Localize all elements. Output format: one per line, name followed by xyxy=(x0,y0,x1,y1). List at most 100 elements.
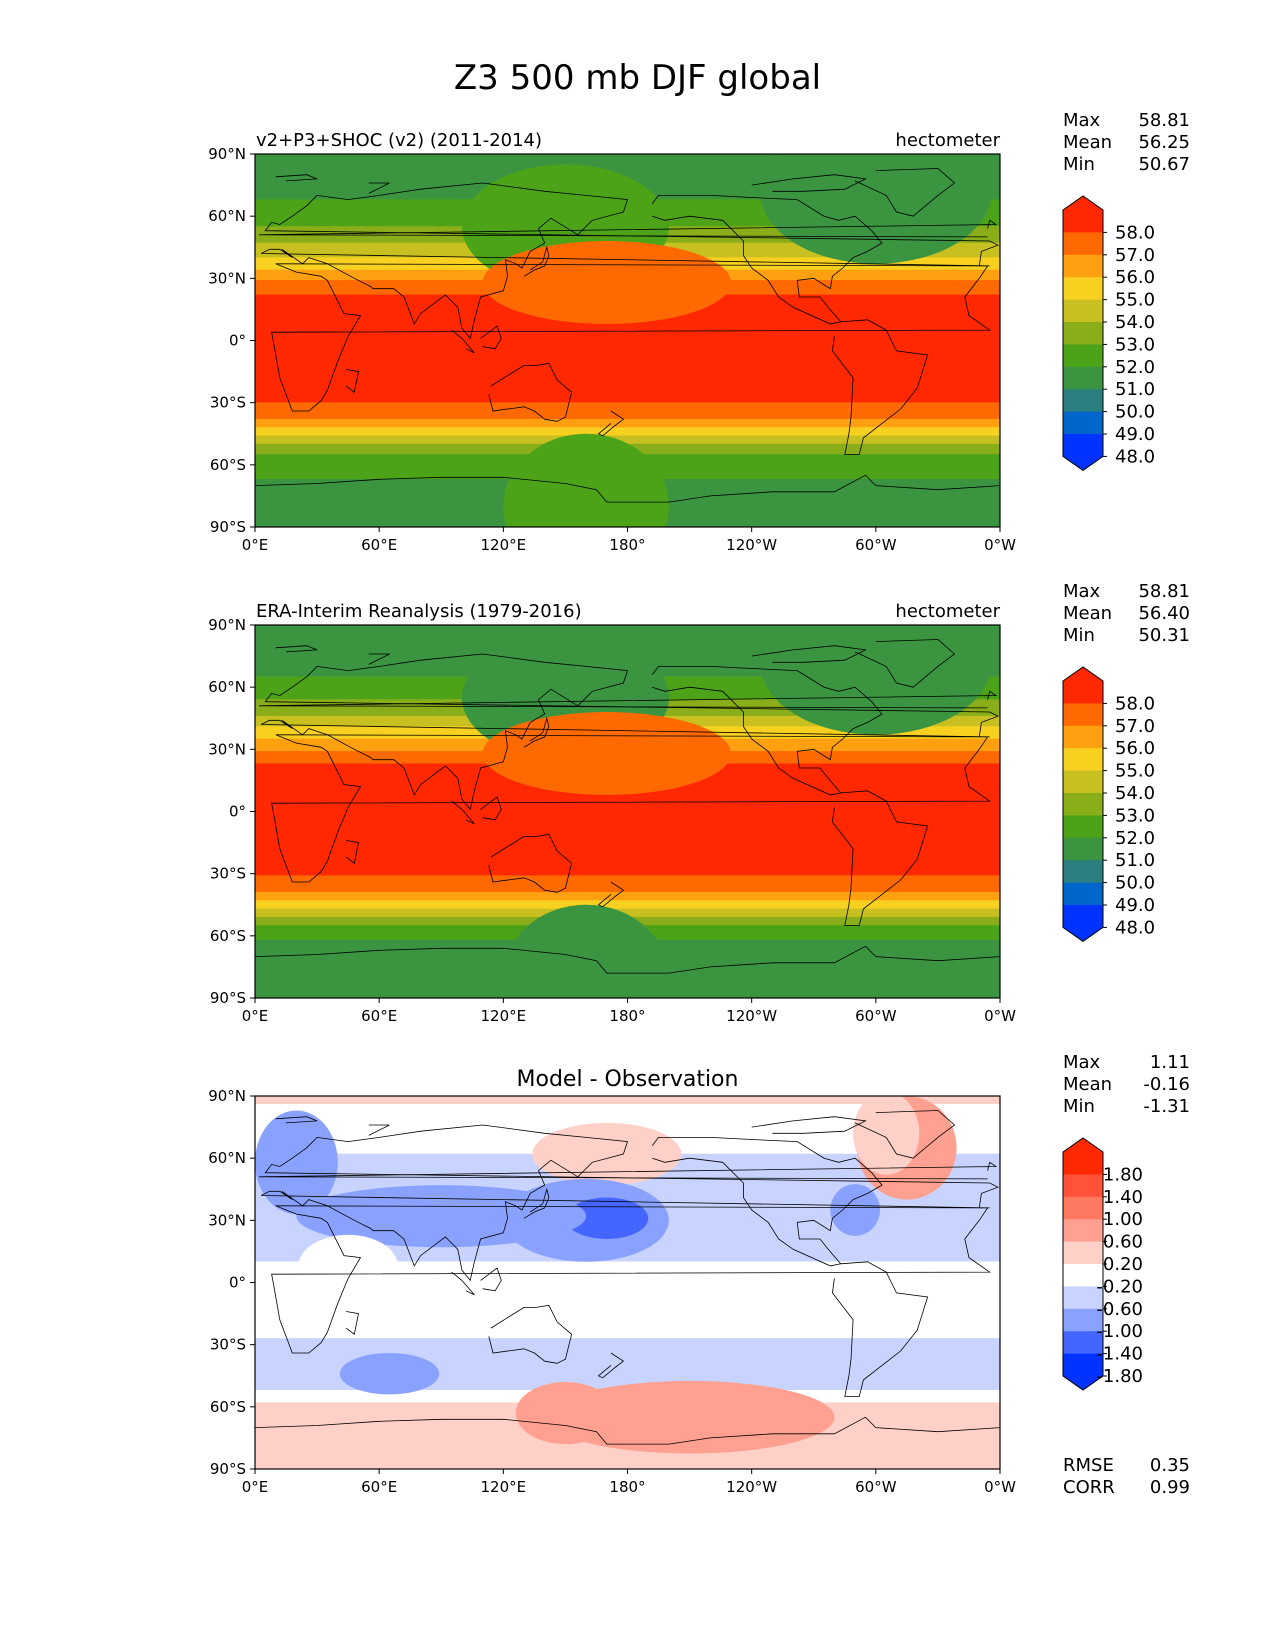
contour-band xyxy=(255,885,1000,889)
lon-tick-label: 120°E xyxy=(481,1007,527,1025)
coastline xyxy=(488,362,573,422)
contour-band xyxy=(255,856,1000,860)
contour-band xyxy=(255,892,1000,895)
coastline xyxy=(271,263,991,412)
contour-band xyxy=(255,908,1000,912)
coastline xyxy=(831,790,929,926)
panel-title-left: ERA-Interim Reanalysis (1979-2016) xyxy=(256,601,582,622)
contour-band xyxy=(255,327,1000,331)
coastline xyxy=(451,329,475,354)
contour-band xyxy=(255,1309,1000,1312)
colorbar-segment xyxy=(1063,1219,1103,1243)
contour-band xyxy=(255,154,1000,157)
coastline xyxy=(255,945,1000,974)
contour-band xyxy=(255,1286,1000,1290)
contour-band xyxy=(255,1369,1000,1372)
contour-anomaly xyxy=(830,1184,880,1236)
coastline xyxy=(751,645,867,663)
contour-band xyxy=(255,809,1000,812)
coastline xyxy=(271,1205,991,1354)
contour-band xyxy=(255,910,1000,914)
contour-band xyxy=(255,1367,1000,1370)
colorbar-label: 1.80 xyxy=(1103,1164,1143,1185)
lat-tick-label: 90°N xyxy=(208,1087,246,1105)
contour-band xyxy=(255,906,1000,910)
colorbar-segment xyxy=(1063,1174,1103,1198)
contour-band xyxy=(255,1103,1000,1107)
contour-band xyxy=(255,377,1000,381)
colorbar-label: 54.0 xyxy=(1115,312,1155,333)
contour-band xyxy=(255,441,1000,445)
contour-band xyxy=(255,418,1000,422)
panel-title-right: hectometer xyxy=(895,130,1000,151)
contour-band xyxy=(255,883,1000,887)
map-panel-observation: 90°N 60°N 30°N 0° 30°S 60°S 90°S0°E 60°E 120°E 18… xyxy=(208,581,1190,1025)
contour-band xyxy=(255,373,1000,377)
contour-band xyxy=(255,637,1000,640)
colorbar-label: 51.0 xyxy=(1115,850,1155,871)
lon-tick-label: 0°W xyxy=(984,536,1016,554)
contour-band xyxy=(255,865,1000,868)
stat-label: Mean xyxy=(1063,132,1112,153)
stat-label: Min xyxy=(1063,154,1095,175)
contour-band xyxy=(255,1259,1000,1263)
contour-band xyxy=(255,1317,1000,1321)
contour-band xyxy=(255,155,1000,159)
coastline xyxy=(751,1116,867,1134)
colorbar-segment xyxy=(1063,389,1103,413)
contour-band xyxy=(255,796,1000,800)
coastlines xyxy=(255,168,1000,503)
contour-band xyxy=(255,831,1000,835)
contour-band xyxy=(255,1327,1000,1331)
coastline xyxy=(345,840,359,865)
contour-band xyxy=(255,1269,1000,1273)
contour-band xyxy=(255,159,1000,163)
colorbar-label: -0.60 xyxy=(1096,1299,1143,1320)
stat-label: Mean xyxy=(1063,603,1112,624)
colorbar-label: 52.0 xyxy=(1115,357,1155,378)
contour-band xyxy=(255,161,1000,165)
contour-band xyxy=(255,1275,1000,1279)
contour-band xyxy=(255,1346,1000,1350)
contour-anomaly xyxy=(853,1096,920,1175)
lat-tick-label: 60°S xyxy=(210,456,246,474)
colorbar-label: 57.0 xyxy=(1115,245,1155,266)
contour-band xyxy=(255,342,1000,345)
coastlines xyxy=(255,639,1000,974)
contour-band xyxy=(255,850,1000,854)
contour-band xyxy=(255,437,1000,441)
contour-band xyxy=(255,840,1000,843)
contour-band xyxy=(255,823,1000,827)
lat-tick-label: 90°N xyxy=(208,145,246,163)
contour-band xyxy=(255,389,1000,393)
coastline xyxy=(523,1187,550,1219)
lon-tick-label: 60°E xyxy=(361,1007,397,1025)
contour-band xyxy=(255,1462,1000,1466)
panel-title-right: hectometer xyxy=(895,601,1000,622)
colorbar-label: 48.0 xyxy=(1115,446,1155,467)
stat-label: Mean xyxy=(1063,1074,1112,1095)
colorbar-segment xyxy=(1063,882,1103,906)
lon-tick-label: 60°W xyxy=(855,536,897,554)
colorbar-label: -1.80 xyxy=(1096,1366,1143,1387)
contour-band xyxy=(255,836,1000,839)
coastline xyxy=(345,369,359,394)
contour-band xyxy=(255,325,1000,329)
contour-band xyxy=(255,427,1000,430)
colorbar-segment xyxy=(1063,793,1103,816)
contour-band xyxy=(255,1348,1000,1352)
contour-band xyxy=(255,869,1000,872)
colorbar-label: 51.0 xyxy=(1115,379,1155,400)
map-panel-difference: 90°N 60°N 30°N 0° 30°S 60°S 90°S0°E 60°E 120°E 18… xyxy=(208,1052,1190,1498)
coastline xyxy=(451,800,475,825)
contour-band xyxy=(255,333,1000,337)
contour-field xyxy=(255,625,1000,998)
contour-band xyxy=(255,1112,1000,1115)
contour-band xyxy=(255,1278,1000,1281)
contour-band xyxy=(255,1375,1000,1379)
contour-band xyxy=(255,352,1000,356)
contour-band xyxy=(255,804,1000,808)
stat-value: 50.67 xyxy=(1138,154,1190,175)
contour-band xyxy=(255,875,1000,879)
contour-anomaly xyxy=(515,1381,616,1445)
